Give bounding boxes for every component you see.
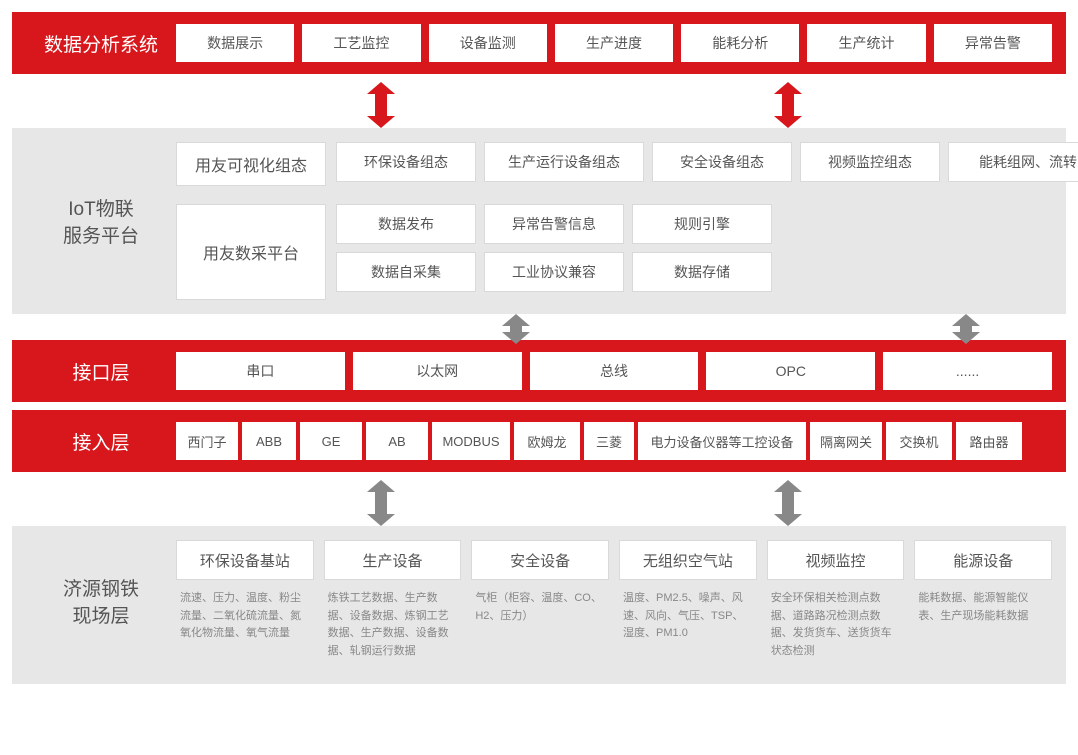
field-column: 生产设备炼铁工艺数据、生产数据、设备数据、炼钢工艺数据、生产数据、设备数据、轧钢… xyxy=(324,540,462,662)
arrow-icon xyxy=(952,314,980,344)
interface-row: 串口 以太网 总线 OPC ...... xyxy=(176,352,1052,390)
analysis-item: 异常告警 xyxy=(934,24,1052,62)
access-item: 电力设备仪器等工控设备 xyxy=(638,422,806,460)
access-item: 欧姆龙 xyxy=(514,422,580,460)
iot-visual-item: 环保设备组态 xyxy=(336,142,476,182)
access-item: GE xyxy=(300,422,362,460)
field-body: 环保设备基站流速、压力、温度、粉尘流量、二氧化硫流量、氮氧化物流量、氧气流量生产… xyxy=(176,540,1052,662)
analysis-layer: 数据分析系统 数据展示 工艺监控 设备监测 生产进度 能耗分析 生产统计 异常告… xyxy=(12,12,1066,74)
iot-collect-item: 数据发布 xyxy=(336,204,476,244)
iot-visual-row: 用友可视化组态 环保设备组态 生产运行设备组态 安全设备组态 视频监控组态 能耗… xyxy=(176,142,1078,186)
interface-title: 接口层 xyxy=(26,352,176,390)
access-item: ABB xyxy=(242,422,296,460)
arrows-iot-interface xyxy=(12,314,1066,344)
interface-item: OPC xyxy=(706,352,875,390)
analysis-title: 数据分析系统 xyxy=(26,24,176,62)
field-column-head: 安全设备 xyxy=(471,540,609,580)
field-column: 能源设备能耗数据、能源智能仪表、生产现场能耗数据 xyxy=(914,540,1052,662)
iot-collect-item: 工业协议兼容 xyxy=(484,252,624,292)
field-column-head: 无组织空气站 xyxy=(619,540,757,580)
field-column-head: 视频监控 xyxy=(767,540,905,580)
iot-body: 用友可视化组态 环保设备组态 生产运行设备组态 安全设备组态 视频监控组态 能耗… xyxy=(176,142,1078,300)
arrow-icon xyxy=(367,82,395,128)
interface-layer: 接口层 串口 以太网 总线 OPC ...... xyxy=(12,340,1066,402)
field-column: 环保设备基站流速、压力、温度、粉尘流量、二氧化硫流量、氮氧化物流量、氧气流量 xyxy=(176,540,314,662)
field-column-desc: 温度、PM2.5、噪声、风速、风向、气压、TSP、湿度、PM1.0 xyxy=(619,588,757,645)
iot-collect-item: 数据自采集 xyxy=(336,252,476,292)
arrow-icon xyxy=(774,480,802,526)
analysis-item: 生产进度 xyxy=(555,24,673,62)
field-column-desc: 气柜（柜容、温度、CO、H2、压力） xyxy=(471,588,609,627)
iot-visual-item: 能耗组网、流转 xyxy=(948,142,1078,182)
field-column-head: 环保设备基站 xyxy=(176,540,314,580)
arrow-icon xyxy=(367,480,395,526)
access-item: 交换机 xyxy=(886,422,952,460)
access-title: 接入层 xyxy=(26,422,176,460)
iot-visual-item: 视频监控组态 xyxy=(800,142,940,182)
analysis-item: 设备监测 xyxy=(429,24,547,62)
field-column-head: 能源设备 xyxy=(914,540,1052,580)
field-column-desc: 流速、压力、温度、粉尘流量、二氧化硫流量、氮氧化物流量、氧气流量 xyxy=(176,588,314,645)
field-column-desc: 能耗数据、能源智能仪表、生产现场能耗数据 xyxy=(914,588,1052,627)
field-column: 安全设备气柜（柜容、温度、CO、H2、压力） xyxy=(471,540,609,662)
arrow-icon xyxy=(502,314,530,344)
iot-collect-row: 用友数采平台 数据发布 异常告警信息 规则引擎 数据自采集 工业协议兼容 数据存… xyxy=(176,204,1078,300)
analysis-row: 数据展示 工艺监控 设备监测 生产进度 能耗分析 生产统计 异常告警 xyxy=(176,24,1052,62)
arrow-icon xyxy=(774,82,802,128)
iot-title-line2: 服务平台 xyxy=(63,221,139,248)
iot-collect-item: 数据存储 xyxy=(632,252,772,292)
interface-item: 串口 xyxy=(176,352,345,390)
arrows-access-field xyxy=(12,480,1066,526)
analysis-item: 能耗分析 xyxy=(681,24,799,62)
iot-title: IoT物联 服务平台 xyxy=(26,142,176,300)
access-item: 西门子 xyxy=(176,422,238,460)
field-column-head: 生产设备 xyxy=(324,540,462,580)
field-column-desc: 炼铁工艺数据、生产数据、设备数据、炼钢工艺数据、生产数据、设备数据、轧钢运行数据 xyxy=(324,588,462,662)
iot-collect-label: 用友数采平台 xyxy=(176,204,326,300)
iot-visual-item: 生产运行设备组态 xyxy=(484,142,644,182)
access-body: 西门子ABBGEABMODBUS欧姆龙三菱电力设备仪器等工控设备隔离网关交换机路… xyxy=(176,422,1052,460)
arrows-analysis-iot xyxy=(12,82,1066,128)
iot-title-line1: IoT物联 xyxy=(68,194,133,221)
field-title-line1: 济源钢铁 xyxy=(63,574,139,601)
iot-collect-item: 规则引擎 xyxy=(632,204,772,244)
analysis-item: 生产统计 xyxy=(807,24,925,62)
field-column: 无组织空气站温度、PM2.5、噪声、风速、风向、气压、TSP、湿度、PM1.0 xyxy=(619,540,757,662)
interface-item: 总线 xyxy=(530,352,699,390)
iot-visual-item: 安全设备组态 xyxy=(652,142,792,182)
iot-visual-label: 用友可视化组态 xyxy=(176,142,326,186)
field-column: 视频监控安全环保相关检测点数据、道路路况检测点数据、发货货车、送货货车状态检测 xyxy=(767,540,905,662)
access-item: 三菱 xyxy=(584,422,634,460)
iot-collect-item: 异常告警信息 xyxy=(484,204,624,244)
access-item: 路由器 xyxy=(956,422,1022,460)
field-column-desc: 安全环保相关检测点数据、道路路况检测点数据、发货货车、送货货车状态检测 xyxy=(767,588,905,662)
field-title-line2: 现场层 xyxy=(72,601,129,628)
iot-layer: IoT物联 服务平台 用友可视化组态 环保设备组态 生产运行设备组态 安全设备组… xyxy=(12,128,1066,314)
access-item: AB xyxy=(366,422,428,460)
analysis-body: 数据展示 工艺监控 设备监测 生产进度 能耗分析 生产统计 异常告警 xyxy=(176,24,1052,62)
analysis-item: 工艺监控 xyxy=(302,24,420,62)
field-layer: 济源钢铁 现场层 环保设备基站流速、压力、温度、粉尘流量、二氧化硫流量、氮氧化物… xyxy=(12,526,1066,684)
interface-item: 以太网 xyxy=(353,352,522,390)
access-item: 隔离网关 xyxy=(810,422,882,460)
access-layer: 接入层 西门子ABBGEABMODBUS欧姆龙三菱电力设备仪器等工控设备隔离网关… xyxy=(12,410,1066,472)
analysis-item: 数据展示 xyxy=(176,24,294,62)
access-item: MODBUS xyxy=(432,422,510,460)
interface-item: ...... xyxy=(883,352,1052,390)
field-title: 济源钢铁 现场层 xyxy=(26,540,176,662)
